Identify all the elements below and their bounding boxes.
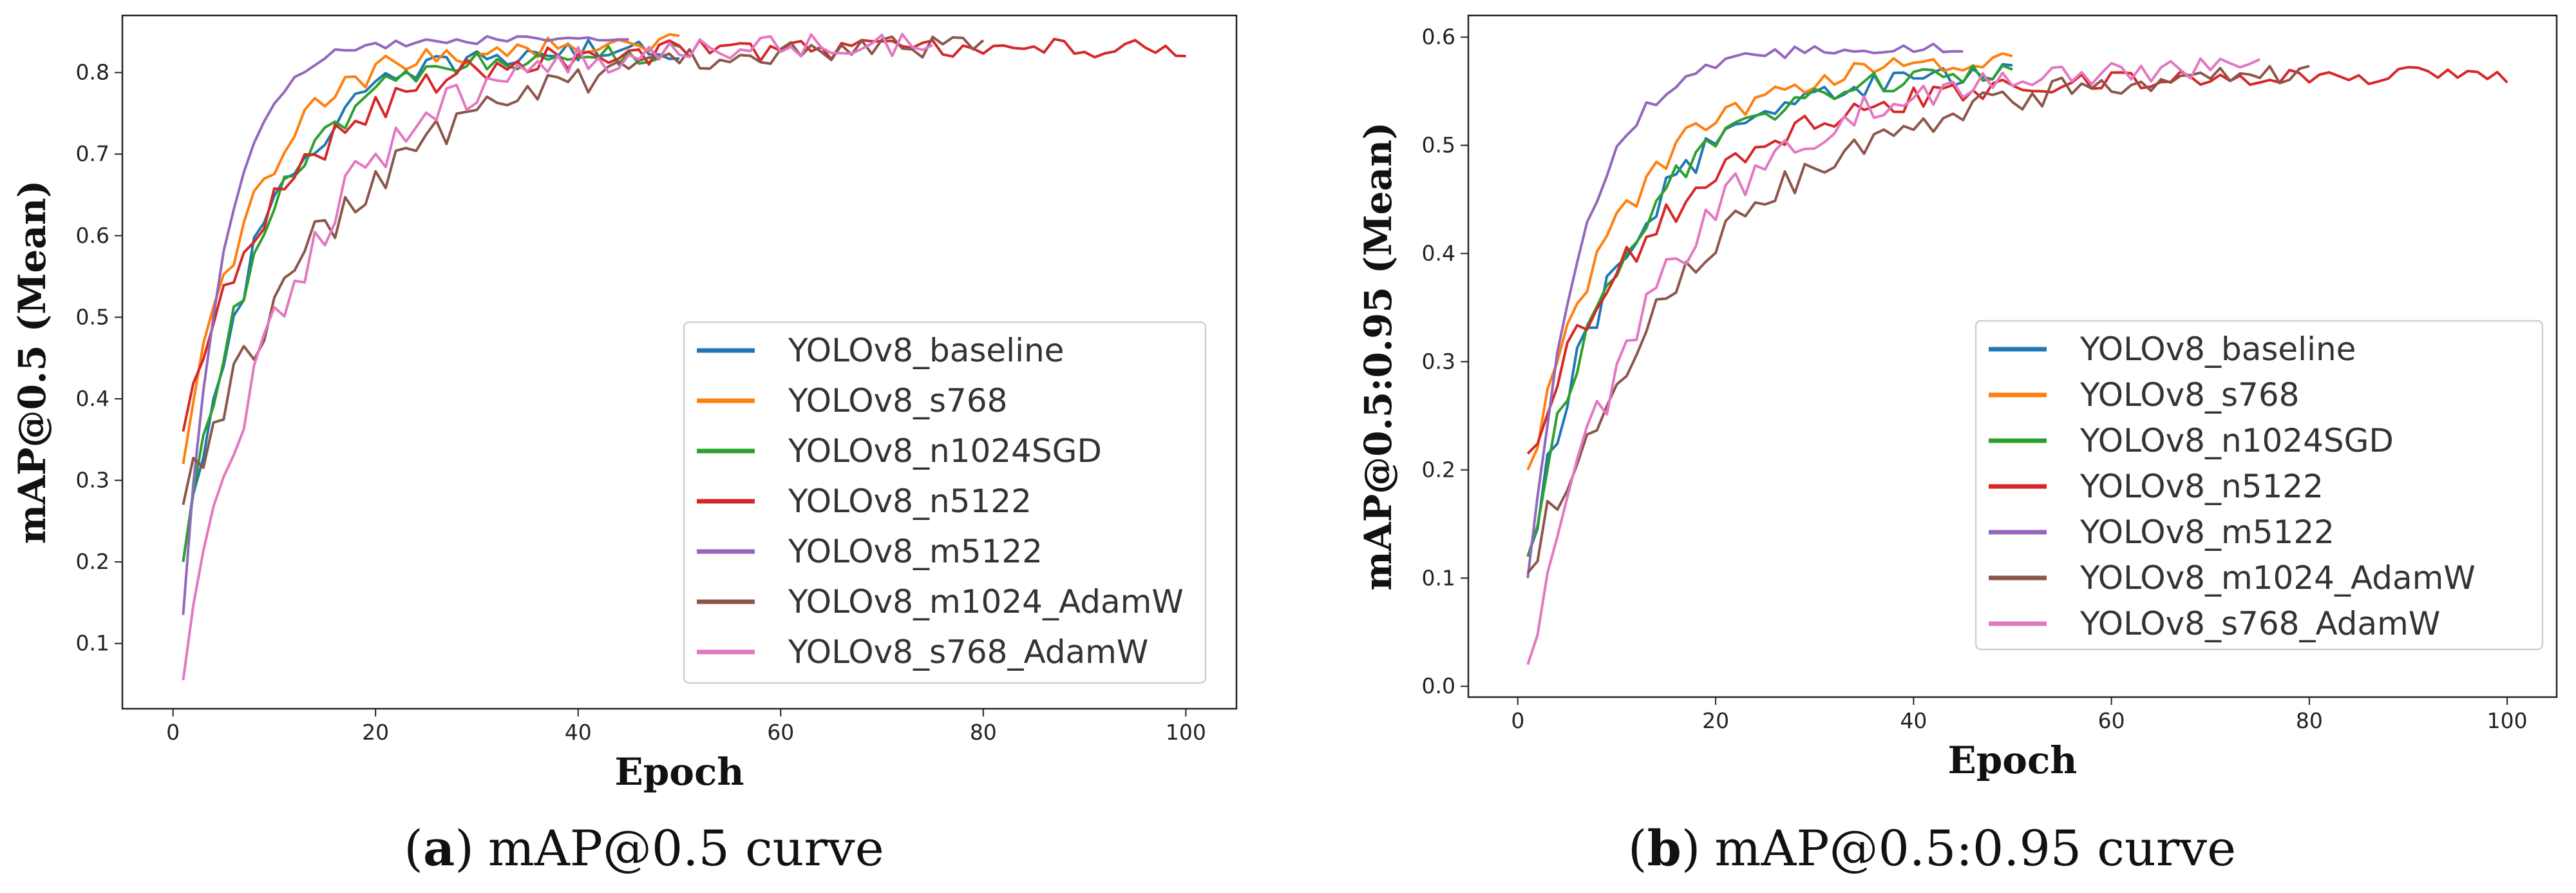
- legend-label: YOLOv8_m1024_AdamW: [2079, 559, 2476, 597]
- series-line-YOLOv8_baseline: [1526, 62, 2013, 557]
- series-line-YOLOv8_s768: [1526, 52, 2013, 471]
- series-group: [1526, 43, 2508, 666]
- legend-label: YOLOv8_m5122: [2079, 514, 2334, 551]
- legend-label: YOLOv8_s768_AdamW: [788, 633, 1148, 671]
- legend-label: YOLOv8_baseline: [788, 332, 1064, 369]
- y-axis-title: mAP@0.5 (Mean): [10, 180, 54, 544]
- y-tick-label: 0.1: [1422, 565, 1455, 590]
- y-tick-label: 0.6: [76, 223, 109, 248]
- series-group: [182, 33, 1186, 680]
- plot-frame: [121, 14, 1238, 710]
- legend-label: YOLOv8_n1024SGD: [2079, 422, 2394, 459]
- chart-a-map50: 0 20 40 60 80 100 0.1 0.2 0.3 0.4 0.5 0.6 0.7 0.8 Epoc…: [10, 14, 1238, 794]
- legend-label: YOLOv8_n5122: [788, 483, 1032, 520]
- caption-a-open: (: [404, 820, 423, 877]
- caption-b-text: mAP@0.5:0.95 curve: [1714, 820, 2237, 877]
- series-line-YOLOv8_s768_AdamW: [182, 33, 934, 680]
- legend-label: YOLOv8_s768: [788, 382, 1007, 419]
- legend-box: [1975, 320, 2544, 651]
- x-tick-label: 40: [565, 720, 592, 745]
- caption-b-open: (: [1627, 820, 1647, 877]
- x-axis-title: Epoch: [615, 750, 744, 794]
- x-tick-label: 60: [767, 720, 794, 745]
- x-axis-title: Epoch: [1948, 738, 2078, 782]
- x-tick-label: 20: [362, 720, 389, 745]
- series-line-YOLOv8_m1024_AdamW: [1526, 64, 2310, 574]
- panel-b: 0 20 40 60 80 100 0.0 0.1 0.2 0.3 0.4 0.5 0.6 Epoch mA…: [1288, 0, 2576, 893]
- plot-frame: [1467, 14, 2558, 698]
- y-tick-label: 0.3: [76, 468, 109, 493]
- legend-label: YOLOv8_s768: [2079, 376, 2299, 414]
- y-tick-label: 0.5: [1422, 133, 1455, 158]
- series-line-YOLOv8_n5122: [182, 37, 1186, 432]
- y-tick-label: 0.2: [76, 549, 109, 574]
- y-tick-label: 0.5: [76, 304, 109, 329]
- series-line-YOLOv8_n5122: [1526, 66, 2508, 455]
- x-tick-label: 20: [1702, 708, 1729, 733]
- series-line-YOLOv8_s768_AdamW: [1526, 57, 2260, 666]
- caption-b-close: ): [1681, 820, 1701, 877]
- y-axis-title: mAP@0.5:0.95 (Mean): [1356, 122, 1400, 591]
- y-tick-label: 0.4: [1422, 240, 1455, 265]
- legend-box: [683, 321, 1207, 684]
- series-line-YOLOv8_n1024SGD: [1526, 64, 2013, 557]
- series-line-YOLOv8_m5122: [182, 35, 629, 615]
- y-tick-label: 0.7: [76, 141, 109, 166]
- x-tick-label: 100: [2487, 708, 2528, 733]
- y-tick-label: 0.8: [76, 60, 109, 85]
- x-tick-label: 80: [970, 720, 997, 745]
- caption-a-letter: a: [422, 820, 455, 877]
- series-line-YOLOv8_s768: [182, 33, 680, 465]
- y-tick-label: 0.0: [1422, 673, 1455, 698]
- y-tick-label: 0.1: [76, 631, 109, 656]
- x-tick-label: 0: [1511, 708, 1524, 733]
- x-tick-label: 80: [2296, 708, 2323, 733]
- caption-b-letter: b: [1647, 820, 1681, 877]
- panel-a: 0 20 40 60 80 100 0.1 0.2 0.3 0.4 0.5 0.6 0.7 0.8 Epoc…: [0, 14, 1288, 884]
- legend-label: YOLOv8_s768_AdamW: [2079, 605, 2440, 642]
- series-line-YOLOv8_n1024SGD: [182, 42, 680, 562]
- y-tick-label: 0.6: [1422, 24, 1455, 50]
- x-tick-label: 40: [1900, 708, 1927, 733]
- legend-label: YOLOv8_m1024_AdamW: [788, 583, 1184, 620]
- legend-label: YOLOv8_baseline: [2079, 331, 2356, 368]
- caption-a-close: ): [455, 820, 474, 877]
- x-tick-label: 0: [166, 720, 180, 745]
- caption-a: (a) mAP@0.5 curve: [0, 820, 1288, 884]
- series-line-YOLOv8_baseline: [182, 39, 680, 562]
- legend-label: YOLOv8_n5122: [2079, 468, 2324, 505]
- x-tick-label: 60: [2098, 708, 2125, 733]
- caption-a-text: mAP@0.5 curve: [488, 820, 884, 877]
- series-line-YOLOv8_m5122: [1526, 43, 1964, 579]
- x-tick-label: 100: [1166, 720, 1206, 745]
- y-tick-label: 0.3: [1422, 349, 1455, 374]
- chart-b-map50-95: 0 20 40 60 80 100 0.0 0.1 0.2 0.3 0.4 0.5 0.6 Epoch mA…: [1356, 14, 2558, 782]
- legend-label: YOLOv8_n1024SGD: [788, 432, 1102, 470]
- y-tick-label: 0.2: [1422, 457, 1455, 482]
- y-tick-label: 0.4: [76, 386, 109, 411]
- legend-label: YOLOv8_m5122: [788, 533, 1043, 570]
- caption-b: (b) mAP@0.5:0.95 curve: [1288, 820, 2576, 884]
